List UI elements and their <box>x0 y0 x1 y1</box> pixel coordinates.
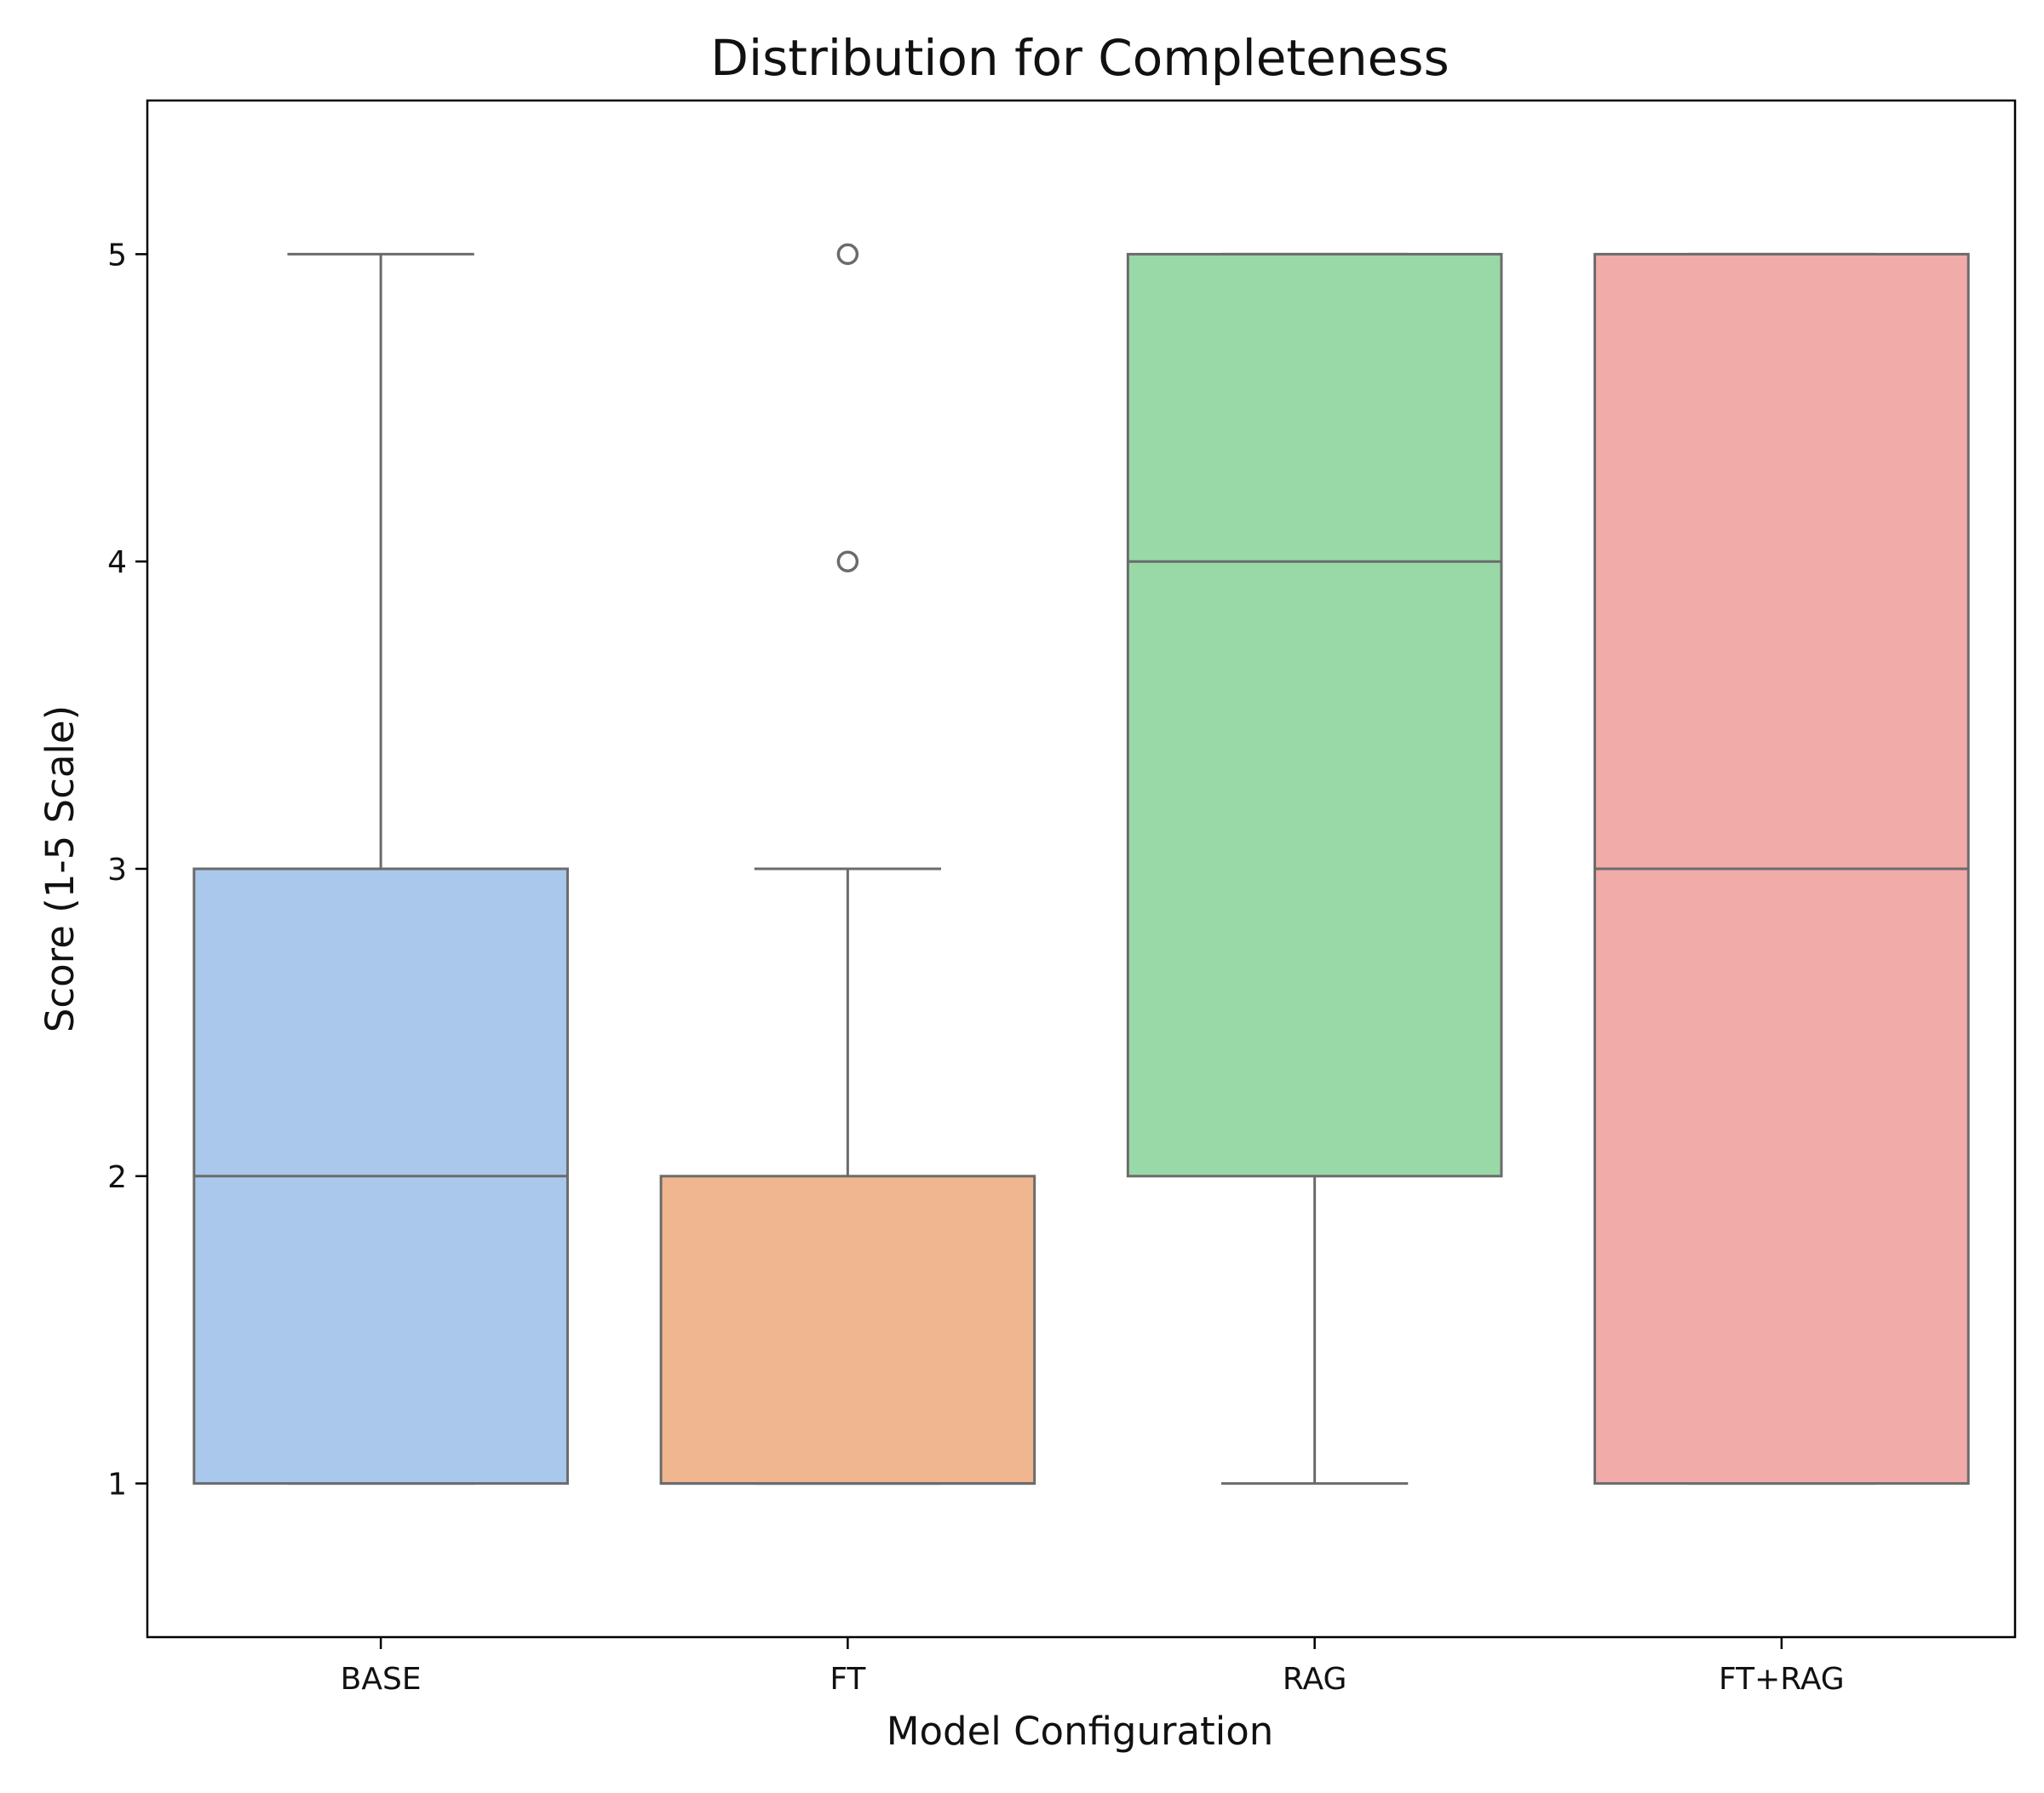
y-axis-label: Score (1-5 Scale) <box>37 705 83 1032</box>
y-tick-label: 5 <box>107 238 127 273</box>
x-tick-label-ft-rag: FT+RAG <box>1719 1662 1845 1697</box>
y-tick-label: 4 <box>107 545 127 580</box>
x-tick-label-ft: FT <box>830 1662 866 1697</box>
y-tick-label: 2 <box>107 1160 127 1195</box>
box-rag <box>1126 252 1503 1178</box>
box-ft <box>659 1175 1036 1486</box>
x-tick-label-base: BASE <box>341 1662 422 1697</box>
y-tick-label: 3 <box>107 853 127 888</box>
plot-frame <box>146 99 2017 1639</box>
outlier-ft <box>836 243 859 266</box>
x-tick-label-rag: RAG <box>1283 1662 1346 1697</box>
outlier-ft <box>836 550 859 572</box>
x-axis-label: Model Configuration <box>887 1709 1274 1754</box>
y-tick-label: 1 <box>107 1468 127 1503</box>
chart-title: Distribution for Completeness <box>710 29 1449 87</box>
